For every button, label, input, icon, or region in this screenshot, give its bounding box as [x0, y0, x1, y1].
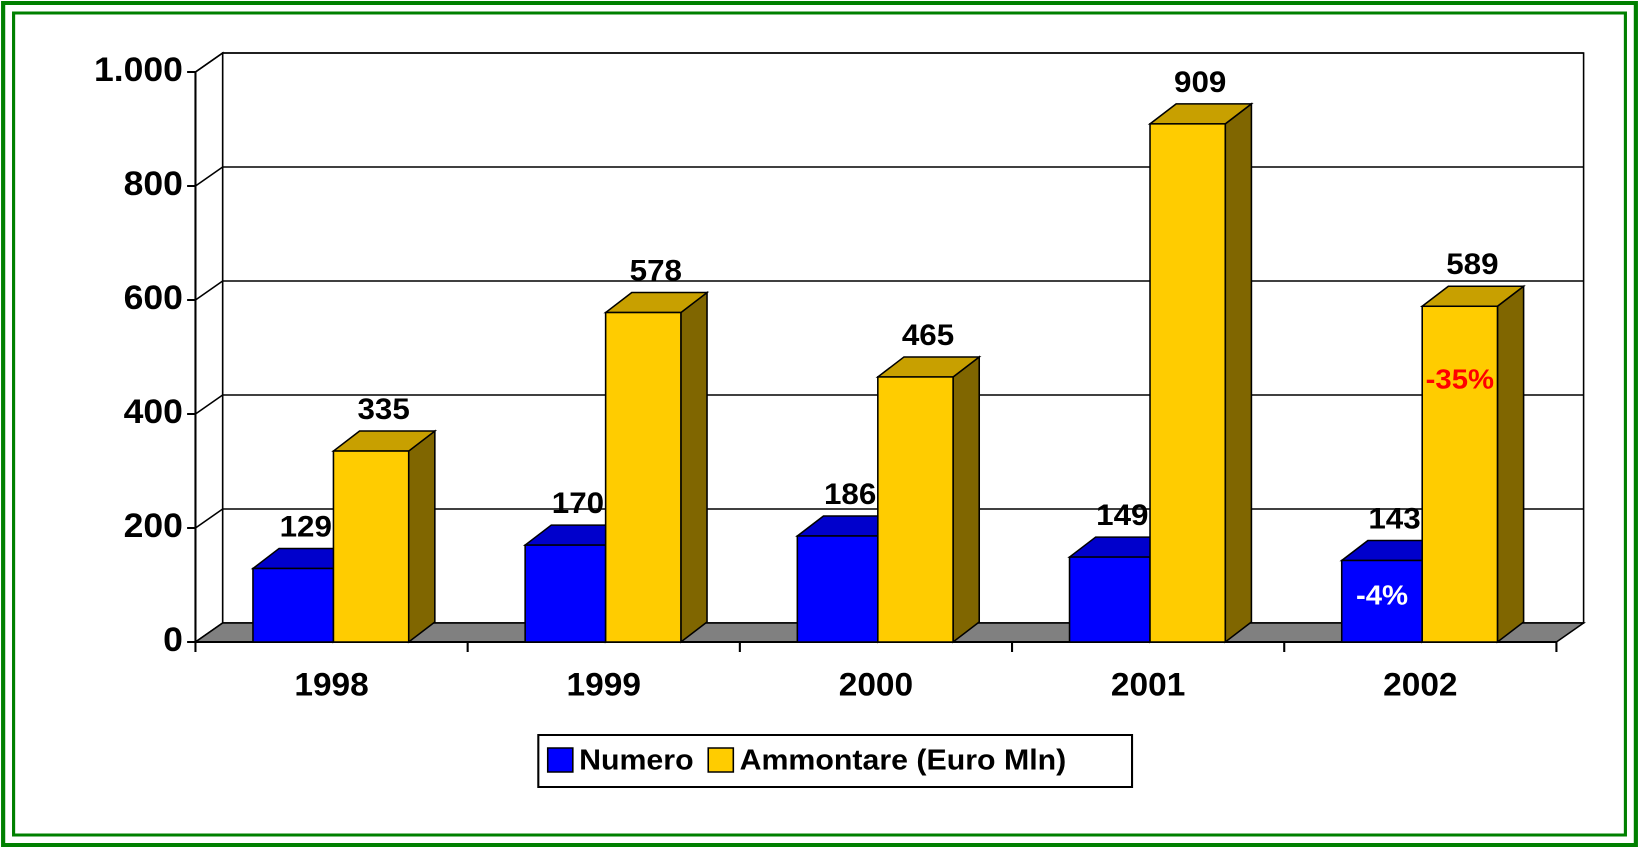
bar	[604, 311, 682, 643]
value-label: 578	[630, 253, 682, 287]
x-tick-label: 1999	[567, 666, 641, 702]
legend-swatch	[546, 747, 574, 773]
bar	[1421, 305, 1499, 643]
bar	[1149, 123, 1227, 643]
bar	[877, 376, 954, 643]
value-label: 909	[1174, 64, 1226, 98]
y-tick-label: 0	[163, 622, 183, 659]
y-tick-label: 1.000	[94, 52, 183, 89]
grid-line	[195, 166, 1584, 187]
x-tick-label: 1998	[294, 666, 368, 702]
legend-swatch	[707, 747, 735, 773]
value-label: 129	[280, 509, 332, 543]
bar-side	[1496, 284, 1525, 644]
y-tick-label: 800	[124, 166, 183, 203]
value-label: 143	[1368, 501, 1420, 535]
value-label: 186	[824, 477, 876, 511]
value-label: 465	[902, 318, 954, 352]
bar	[796, 535, 879, 643]
annotation: -4%	[1356, 580, 1408, 611]
grid-line	[195, 394, 1584, 415]
bar-side	[1224, 102, 1253, 644]
bar	[332, 450, 410, 643]
x-tick-label: 2000	[839, 666, 913, 702]
grid-line	[195, 508, 1584, 529]
bar	[524, 544, 607, 643]
left-wall	[194, 51, 224, 644]
legend-label: Numero	[579, 744, 694, 776]
grid-line	[195, 52, 1584, 73]
grid-line	[195, 280, 1584, 301]
x-tick-label: 2001	[1111, 666, 1185, 702]
bar-side	[680, 290, 708, 644]
x-tick-label: 2002	[1383, 666, 1457, 702]
y-tick-label: 600	[124, 280, 183, 317]
value-label: 149	[1096, 498, 1148, 532]
bar-side	[952, 355, 981, 644]
value-label: 589	[1446, 247, 1498, 281]
value-label: 335	[357, 392, 409, 426]
bar	[1340, 559, 1423, 643]
bar	[1068, 556, 1151, 643]
y-tick-label: 200	[124, 508, 183, 545]
legend-box	[537, 734, 1134, 788]
annotation: -35%	[1426, 364, 1494, 395]
legend-label: Ammontare (Euro Mln)	[740, 744, 1067, 776]
inner-frame	[12, 11, 1627, 837]
bar-side	[407, 429, 436, 644]
bar	[252, 567, 335, 643]
y-tick-label: 400	[124, 394, 183, 431]
value-label: 170	[552, 486, 604, 520]
